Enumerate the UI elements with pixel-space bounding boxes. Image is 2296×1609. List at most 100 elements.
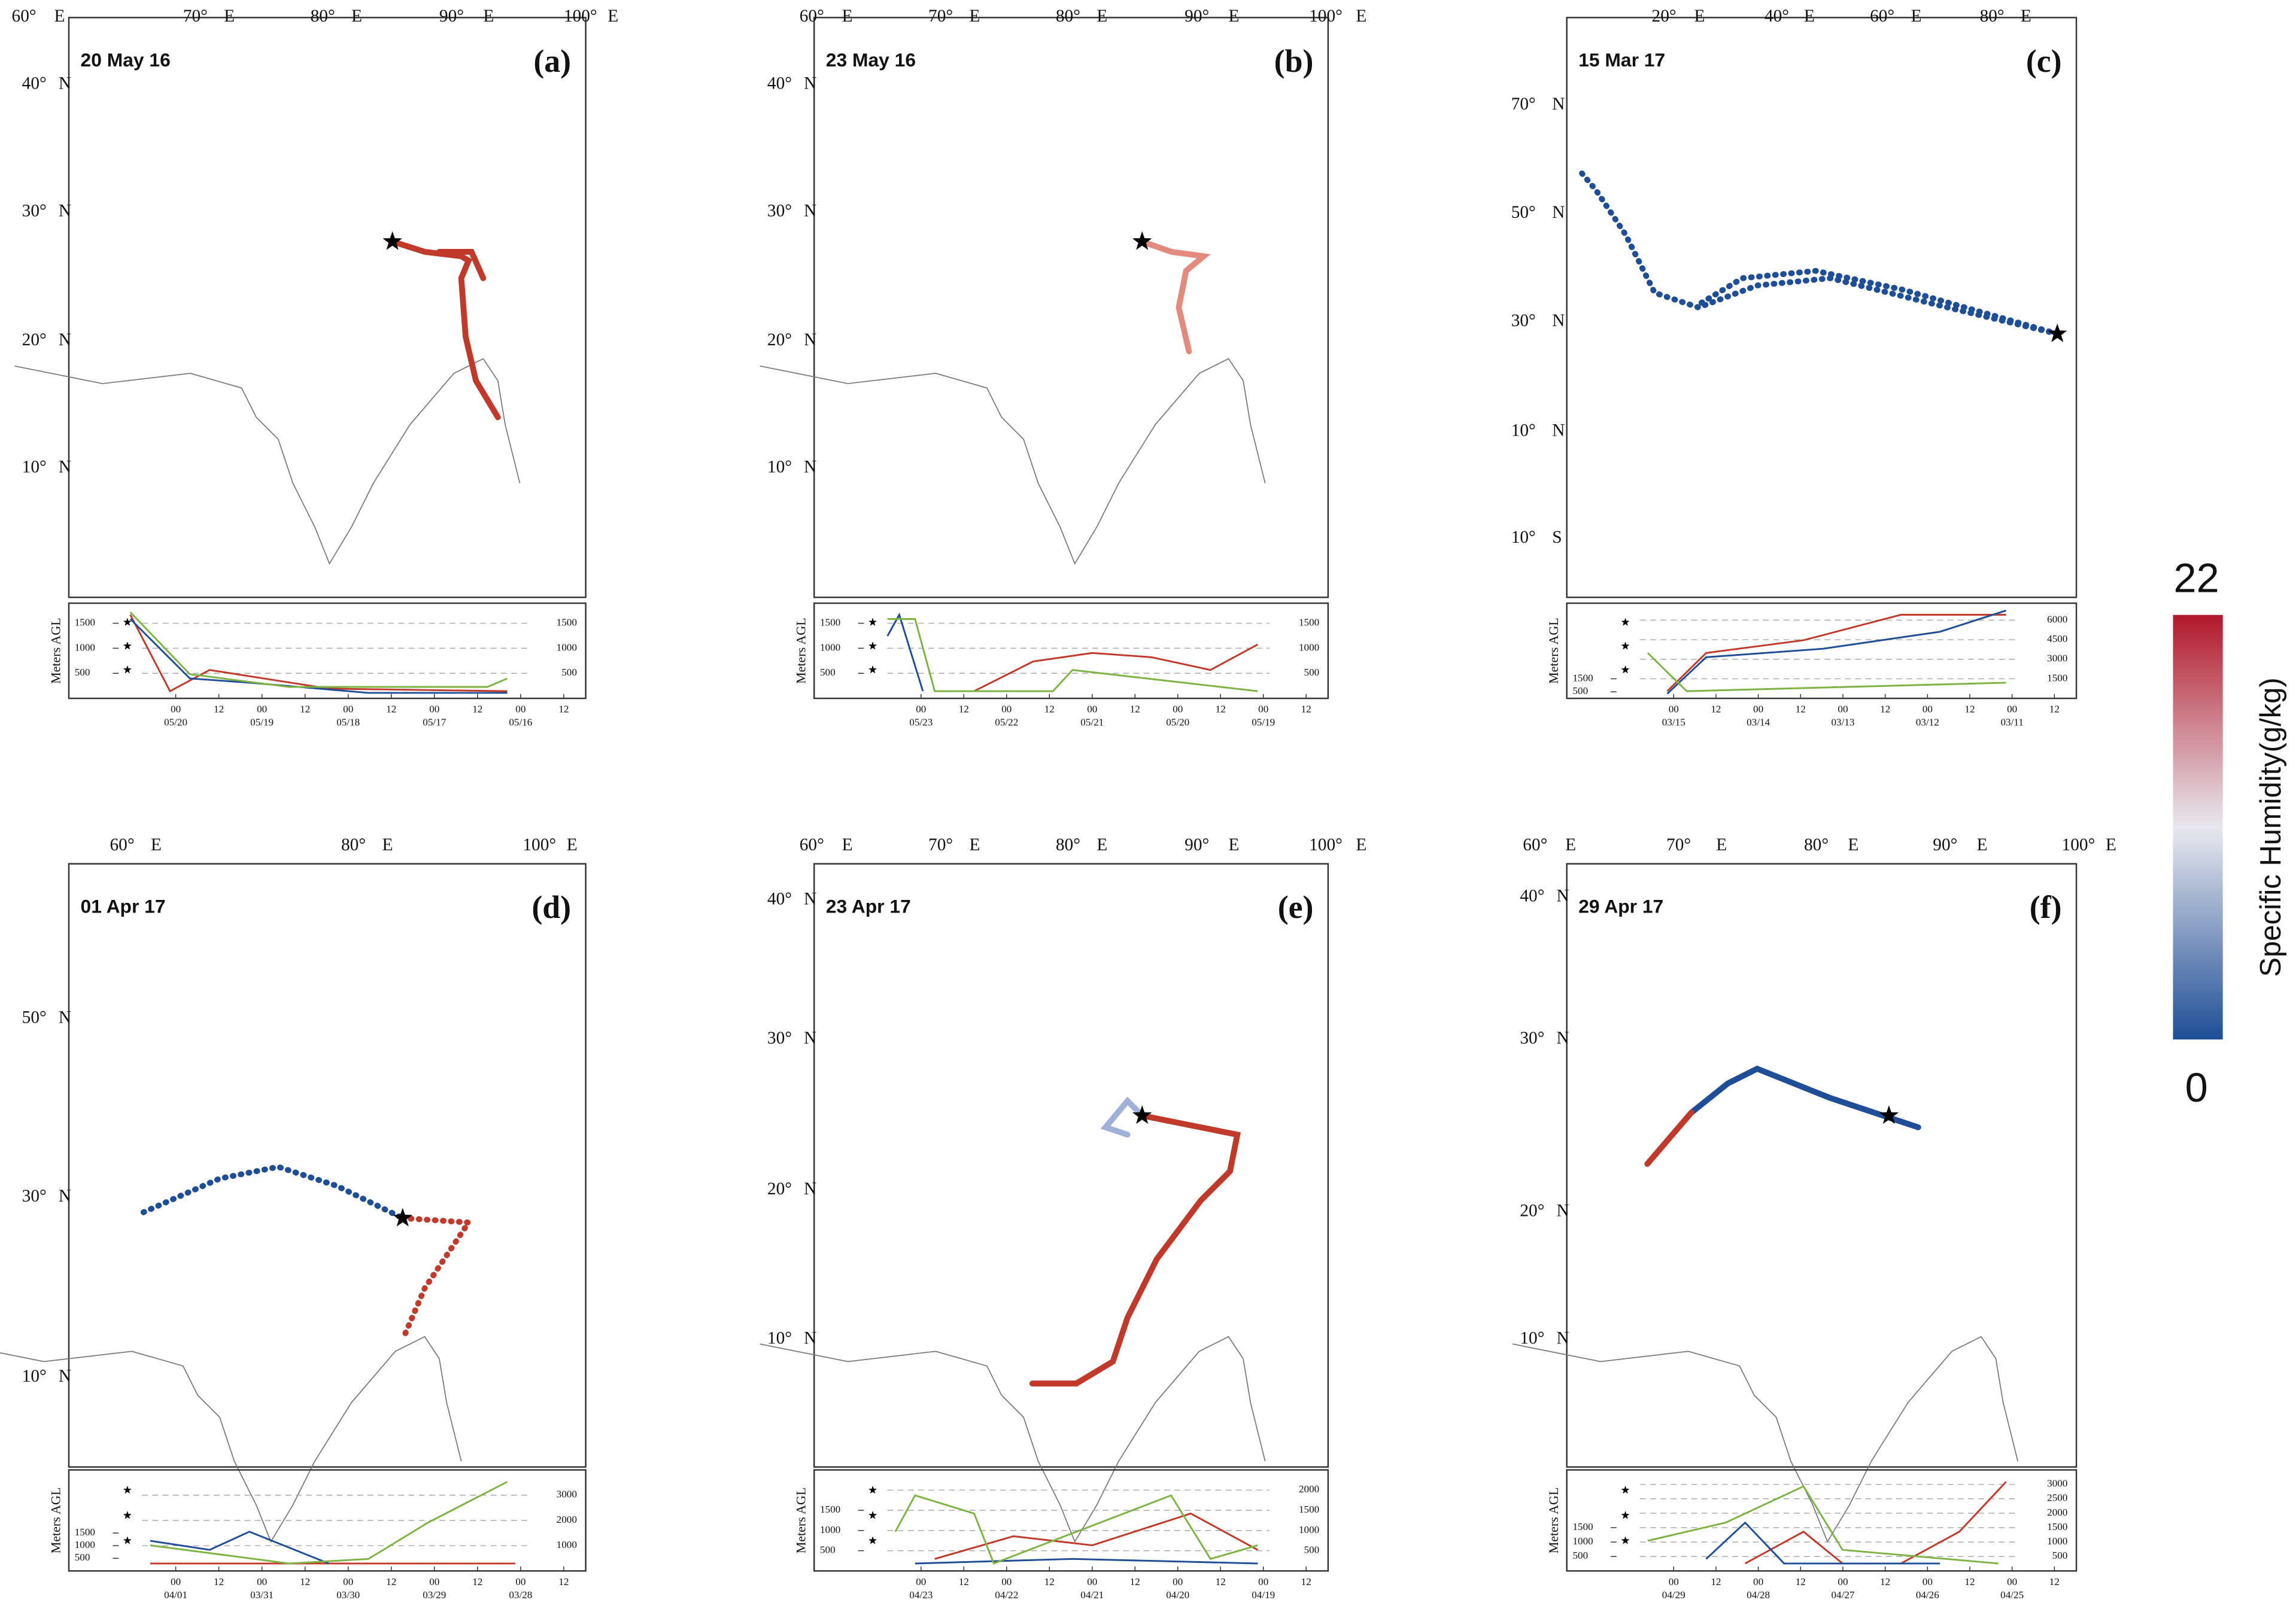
height-trace xyxy=(915,1558,1258,1565)
lon-tick-label: E xyxy=(1097,7,1107,26)
colorbar xyxy=(2173,615,2223,1040)
lon-tick-label: 70° xyxy=(928,835,953,854)
date-label: 04/01 xyxy=(164,1589,187,1601)
map-frame xyxy=(813,863,1329,1468)
coastline xyxy=(760,358,1266,565)
date-label: 04/29 xyxy=(1662,1589,1685,1601)
height-trace xyxy=(894,1494,1258,1565)
coastline xyxy=(14,358,521,565)
y-tick-label-right: 2500 xyxy=(2047,1492,2067,1504)
lon-tick-label: 70° xyxy=(183,7,208,26)
height-trace xyxy=(973,643,1259,692)
lat-tick-label: N xyxy=(1552,421,1565,440)
hour-label: 12 xyxy=(1711,704,1721,715)
hour-label: 00 xyxy=(916,704,926,715)
panel-date: 23 May 16 xyxy=(826,49,916,71)
height-trace xyxy=(150,1481,508,1565)
hour-label: 00 xyxy=(1087,1576,1097,1587)
lat-tick-label: N xyxy=(804,1029,816,1048)
y-tick-label-right: 500 xyxy=(1304,1544,1320,1556)
date-label: 05/22 xyxy=(995,717,1018,728)
y-tick-label-left: 500 xyxy=(75,667,90,678)
hour-label: 00 xyxy=(429,704,439,715)
lon-tick-label: 90° xyxy=(1933,835,1957,854)
date-label: 03/29 xyxy=(423,1589,446,1601)
coastline xyxy=(0,1336,462,1543)
lat-tick-label: 20° xyxy=(1520,1202,1544,1221)
lat-tick-label: 10° xyxy=(22,1367,47,1386)
hour-label: 12 xyxy=(1796,704,1806,715)
trajectory xyxy=(1688,1065,1921,1130)
lon-tick-label: E xyxy=(54,7,65,26)
lon-tick-label: E xyxy=(842,7,853,26)
receptor-star xyxy=(1621,665,1630,674)
panel-date: 20 May 16 xyxy=(81,49,171,71)
hour-label: 00 xyxy=(1258,704,1268,715)
receptor-star xyxy=(393,1207,413,1227)
lat-tick-label: N xyxy=(59,330,71,349)
lon-tick-label: E xyxy=(1229,835,1240,854)
y-tick-label-right: 3000 xyxy=(2047,1478,2067,1489)
height-axis-label: Meters AGL xyxy=(1546,618,1561,684)
hour-label: 00 xyxy=(1001,704,1012,715)
receptor-star xyxy=(868,1536,877,1544)
lat-tick-label: N xyxy=(1557,1202,1569,1221)
date-label: 03/28 xyxy=(509,1589,532,1601)
receptor-star xyxy=(123,1511,132,1519)
receptor-star xyxy=(868,665,877,674)
hour-label: 00 xyxy=(1838,1576,1848,1587)
hour-label: 12 xyxy=(1216,1576,1226,1587)
lat-tick-label: N xyxy=(1552,95,1565,114)
hour-label: 00 xyxy=(1753,704,1763,715)
date-label: 05/21 xyxy=(1080,717,1104,728)
lat-tick-label: N xyxy=(804,74,816,93)
receptor-star xyxy=(382,231,402,250)
lon-tick-label: 60° xyxy=(110,835,134,854)
y-tick-label-left: 1500 xyxy=(75,616,95,628)
lon-tick-label: E xyxy=(970,7,980,26)
colorbar-title: Specific Humidity(g/kg) xyxy=(2255,677,2287,977)
height-trace xyxy=(934,1512,1259,1560)
y-tick-label-right: 500 xyxy=(561,667,577,678)
lat-tick-label: 10° xyxy=(1511,528,1536,547)
hour-label: 12 xyxy=(1301,1576,1311,1587)
receptor-star xyxy=(1621,1511,1630,1519)
coastline xyxy=(760,1336,1266,1543)
lat-tick-label: S xyxy=(1552,528,1562,547)
y-tick-label-right: 6000 xyxy=(2047,613,2067,625)
y-tick-label-right: 1000 xyxy=(2047,1535,2067,1547)
receptor-star xyxy=(123,1536,132,1544)
lat-tick-label: 20° xyxy=(767,330,792,349)
height-frame xyxy=(68,602,587,699)
lon-tick-label: 60° xyxy=(1523,835,1547,854)
lon-tick-label: 70° xyxy=(928,7,953,26)
date-label: 03/13 xyxy=(1831,717,1854,728)
receptor-star xyxy=(868,1511,877,1519)
trajectory xyxy=(436,248,487,281)
lon-tick-label: 60° xyxy=(800,835,824,854)
lat-tick-label: N xyxy=(59,1008,71,1027)
trajectory xyxy=(1578,169,2061,337)
y-tick-label-left: 1500 xyxy=(820,1504,840,1515)
map-frame xyxy=(68,17,587,598)
height-trace xyxy=(150,1531,329,1565)
lat-tick-label: N xyxy=(1557,1029,1569,1048)
lat-tick-label: N xyxy=(59,202,71,221)
lon-tick-label: E xyxy=(1977,835,1988,854)
lat-tick-label: N xyxy=(1552,311,1565,330)
hour-label: 00 xyxy=(1923,1576,1933,1587)
y-tick-label-right: 1500 xyxy=(1299,616,1319,628)
lat-tick-label: N xyxy=(1557,887,1569,906)
lon-tick-label: E xyxy=(483,7,494,26)
colorbar-min: 0 xyxy=(2185,1064,2208,1111)
y-tick-label-right: 1500 xyxy=(2047,672,2067,683)
receptor-star xyxy=(2047,323,2067,342)
hour-label: 12 xyxy=(2049,1576,2060,1587)
hour-label: 00 xyxy=(1258,1576,1268,1587)
date-label: 03/31 xyxy=(250,1589,274,1601)
lat-tick-label: 50° xyxy=(22,1008,47,1027)
y-tick-label-right: 2000 xyxy=(2047,1507,2067,1518)
receptor-star xyxy=(1621,1485,1630,1494)
panel-label: (e) xyxy=(1278,889,1314,925)
date-label: 04/21 xyxy=(1080,1589,1104,1601)
